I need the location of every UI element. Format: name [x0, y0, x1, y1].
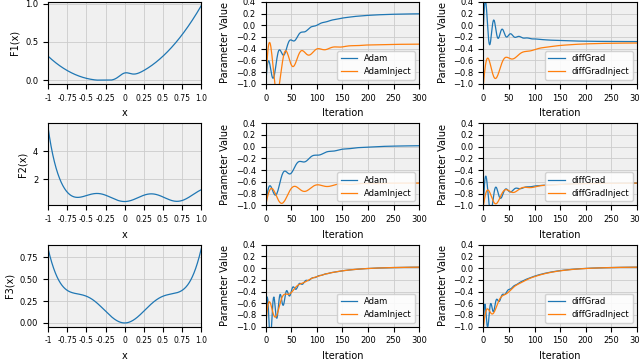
- Legend: Adam, AdamInject: Adam, AdamInject: [337, 172, 415, 201]
- Y-axis label: Parameter Value: Parameter Value: [438, 2, 448, 83]
- X-axis label: x: x: [122, 108, 127, 118]
- Y-axis label: F1(x): F1(x): [10, 30, 20, 55]
- Legend: diffGrad, diffGradInject: diffGrad, diffGradInject: [545, 172, 632, 201]
- X-axis label: Iteration: Iteration: [540, 351, 581, 359]
- X-axis label: Iteration: Iteration: [322, 108, 363, 118]
- Legend: diffGrad, diffGradInject: diffGrad, diffGradInject: [545, 294, 632, 322]
- X-axis label: Iteration: Iteration: [540, 108, 581, 118]
- Y-axis label: F2(x): F2(x): [17, 151, 28, 177]
- Legend: diffGrad, diffGradInject: diffGrad, diffGradInject: [545, 51, 632, 80]
- Y-axis label: Parameter Value: Parameter Value: [438, 124, 448, 205]
- X-axis label: Iteration: Iteration: [322, 229, 363, 239]
- X-axis label: Iteration: Iteration: [540, 229, 581, 239]
- Y-axis label: Parameter Value: Parameter Value: [220, 2, 230, 83]
- Y-axis label: F3(x): F3(x): [4, 273, 14, 298]
- Y-axis label: Parameter Value: Parameter Value: [220, 245, 230, 326]
- X-axis label: x: x: [122, 351, 127, 359]
- Legend: Adam, AdamInject: Adam, AdamInject: [337, 51, 415, 80]
- Y-axis label: Parameter Value: Parameter Value: [438, 245, 448, 326]
- Legend: Adam, AdamInject: Adam, AdamInject: [337, 294, 415, 322]
- X-axis label: x: x: [122, 229, 127, 239]
- X-axis label: Iteration: Iteration: [322, 351, 363, 359]
- Y-axis label: Parameter Value: Parameter Value: [220, 124, 230, 205]
